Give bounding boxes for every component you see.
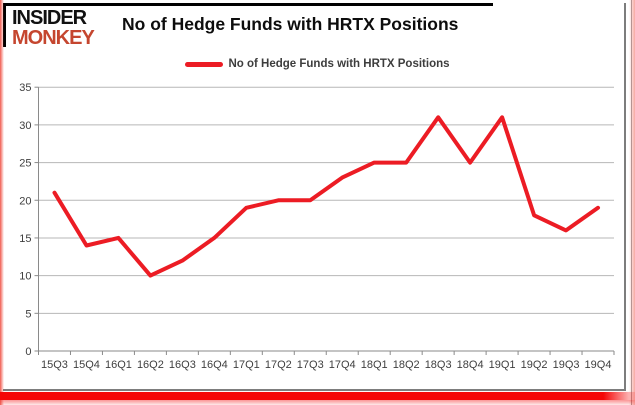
y-axis-tick-label: 25 [19, 158, 31, 170]
x-axis-tick-label: 19Q4 [585, 359, 612, 371]
y-axis-tick-label: 30 [19, 120, 31, 132]
x-axis-tick-label: 17Q4 [329, 359, 356, 371]
insider-monkey-logo: INSIDER MONKEY [12, 7, 95, 49]
legend-line-swatch [185, 61, 224, 67]
x-axis-tick-label: 17Q3 [297, 359, 324, 371]
panel-left-border [3, 3, 6, 47]
y-axis-tick-label: 35 [19, 82, 31, 94]
x-axis-tick-label: 17Q1 [233, 359, 260, 371]
x-axis-tick-label: 18Q2 [393, 359, 420, 371]
x-axis-tick-label: 16Q3 [169, 359, 196, 371]
data-line-series [52, 115, 600, 278]
x-axis-tick-label: 16Q4 [201, 359, 228, 371]
y-axis-tick-label: 15 [19, 233, 31, 245]
x-axis-tick-label: 16Q1 [105, 359, 132, 371]
right-border-line [631, 0, 632, 405]
chart-legend: No of Hedge Funds with HRTX Positions [0, 58, 635, 70]
bottom-red-bar [0, 392, 635, 400]
x-axis-tick-label: 16Q2 [137, 359, 164, 371]
x-axis-tick-label: 15Q4 [73, 359, 100, 371]
right-red-edge [629, 0, 635, 405]
x-axis-tick-label: 18Q3 [425, 359, 452, 371]
logo-line-monkey: MONKEY [12, 27, 95, 49]
y-axis-tick-label: 0 [25, 346, 31, 358]
x-axis-tick-label: 19Q3 [553, 359, 580, 371]
legend-label: No of Hedge Funds with HRTX Positions [228, 58, 450, 70]
x-axis-tick-label: 18Q4 [457, 359, 484, 371]
left-red-edge [0, 0, 4, 405]
logo-line-insider: INSIDER [12, 7, 87, 29]
chart-title: No of Hedge Funds with HRTX Positions [122, 14, 459, 34]
y-axis-tick-label: 20 [19, 195, 31, 207]
x-axis-tick-label: 18Q1 [361, 359, 388, 371]
x-axis-tick-label: 17Q2 [265, 359, 292, 371]
x-axis-tick-label: 15Q3 [41, 359, 68, 371]
x-axis-tick-label: 19Q1 [489, 359, 516, 371]
y-axis-tick-label: 5 [25, 308, 31, 320]
y-axis-tick-label: 10 [19, 271, 31, 283]
panel-top-border [3, 3, 493, 6]
x-axis-tick-label: 19Q2 [521, 359, 548, 371]
